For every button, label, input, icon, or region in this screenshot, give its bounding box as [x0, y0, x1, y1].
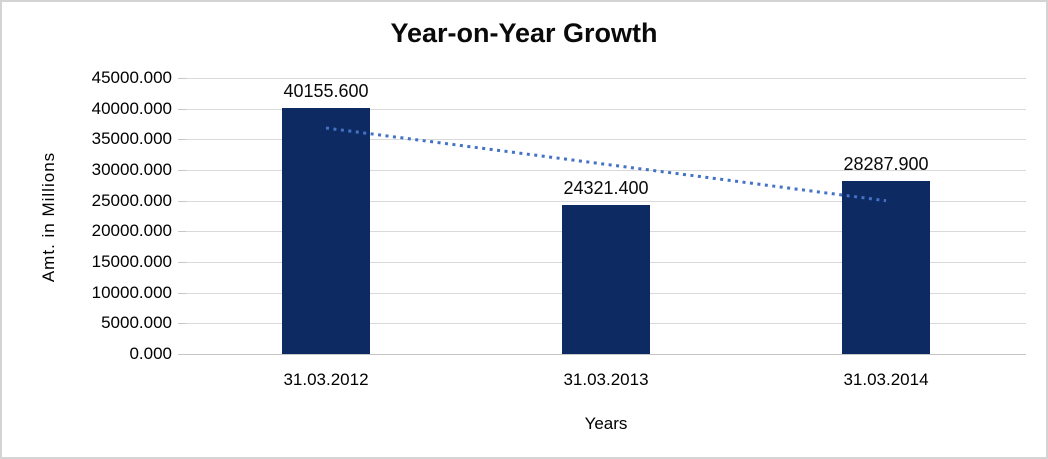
- y-tick-label: 40000.000: [91, 99, 172, 118]
- x-tick-label: 31.03.2014: [843, 370, 929, 389]
- bar-value-label: 28287.900: [843, 153, 929, 174]
- x-tick-label: 31.03.2012: [283, 370, 369, 389]
- y-tick-mark: [178, 201, 186, 202]
- y-tick-label: 15000.000: [91, 252, 172, 271]
- y-tick-mark: [178, 262, 186, 263]
- bar: [282, 107, 370, 354]
- chart-title: Year-on-Year Growth: [390, 18, 658, 48]
- y-tick-mark: [178, 293, 186, 294]
- bar: [562, 204, 650, 354]
- y-tick-mark: [178, 78, 186, 79]
- y-tick-mark: [178, 231, 186, 232]
- y-tick-mark: [178, 323, 186, 324]
- y-tick-label: 30000.000: [91, 160, 172, 179]
- y-tick-label: 10000.000: [91, 283, 172, 302]
- bar: [842, 180, 930, 354]
- y-tick-mark: [178, 109, 186, 110]
- y-tick-mark: [178, 354, 186, 355]
- bar-value-label: 24321.400: [563, 177, 649, 198]
- y-tick-mark: [178, 170, 186, 171]
- x-axis-line: [186, 354, 1026, 355]
- y-tick-label: 45000.000: [91, 68, 172, 87]
- gridline: [186, 78, 1026, 79]
- y-tick-label: 0.000: [129, 344, 172, 363]
- y-tick-label: 35000.000: [91, 129, 172, 148]
- gridline: [186, 109, 1026, 110]
- y-tick-label: 20000.000: [91, 221, 172, 240]
- y-tick-label: 5000.000: [101, 313, 172, 332]
- x-axis-title: Years: [584, 414, 628, 433]
- y-tick-mark: [178, 139, 186, 140]
- bar-value-label: 40155.600: [283, 80, 369, 101]
- y-tick-label: 25000.000: [91, 191, 172, 210]
- x-tick-label: 31.03.2013: [563, 370, 649, 389]
